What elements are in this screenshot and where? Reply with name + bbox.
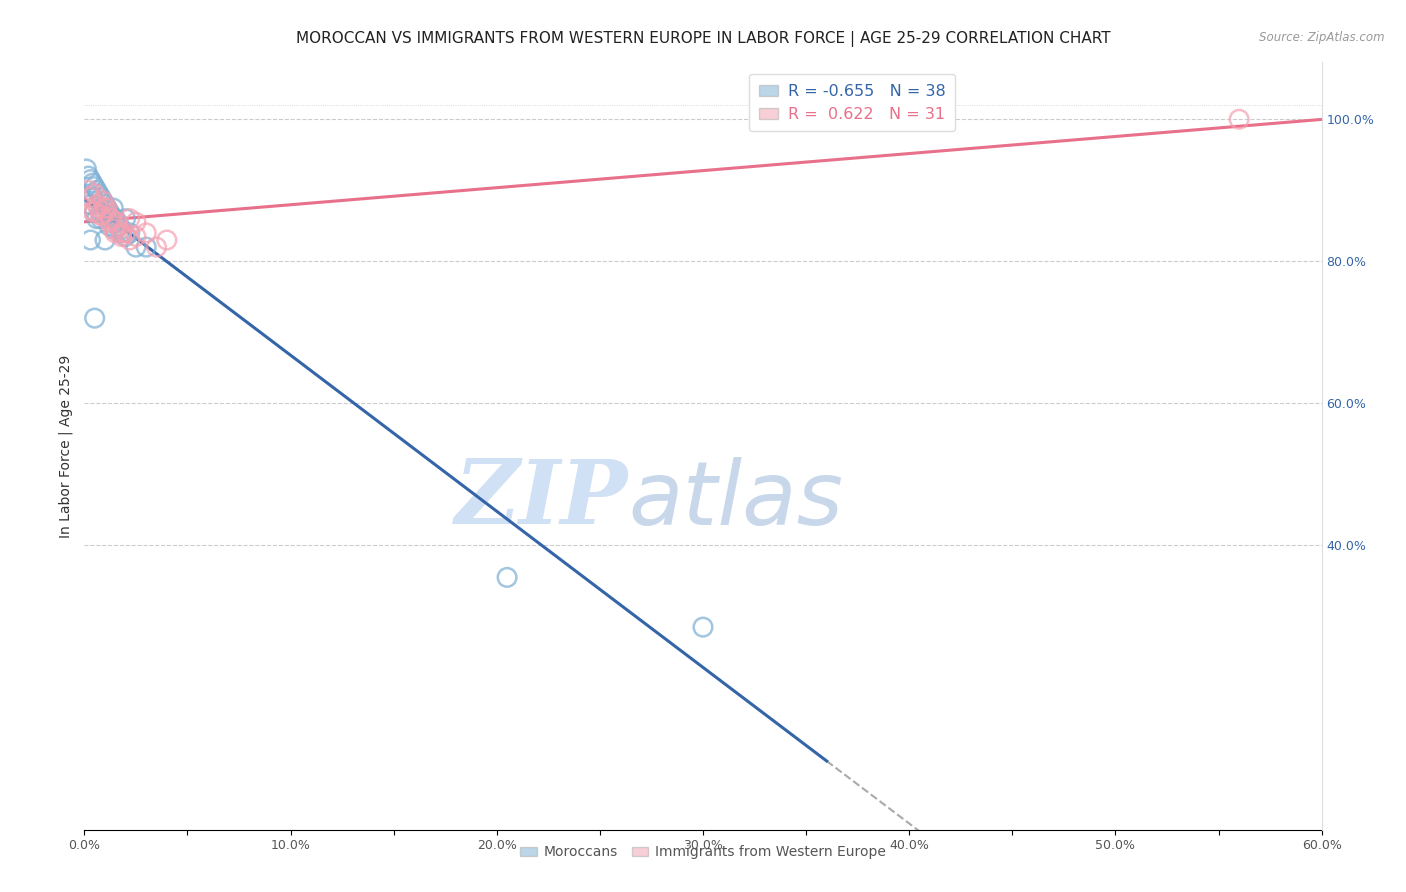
Point [104, 211, 127, 226]
Point [108, 219, 131, 233]
Point [110, 226, 132, 240]
Point [86, 197, 108, 211]
Point [90, 208, 112, 222]
Point [103, 222, 125, 236]
Point [90, 204, 112, 219]
Point [90, 211, 112, 226]
Point [79, 233, 101, 247]
Point [100, 208, 122, 222]
Point [104, 226, 127, 240]
Point [100, 211, 122, 226]
Point [94, 208, 117, 222]
Point [79, 172, 101, 186]
Point [83, 204, 105, 219]
Point [110, 226, 132, 240]
Point [82, 176, 104, 190]
Point [105, 215, 128, 229]
Point [125, 240, 148, 254]
Point [100, 211, 122, 226]
Point [79, 197, 101, 211]
Legend: Moroccans, Immigrants from Western Europe: Moroccans, Immigrants from Western Europ… [515, 839, 891, 865]
Point [135, 226, 157, 240]
Point [1227, 112, 1250, 127]
Point [125, 215, 148, 229]
Point [79, 190, 101, 204]
Point [105, 215, 128, 229]
Point [145, 240, 167, 254]
Point [692, 620, 714, 634]
Point [94, 201, 117, 215]
Point [104, 222, 127, 236]
Point [86, 211, 108, 226]
Point [82, 204, 104, 219]
Point [98, 204, 121, 219]
Point [118, 233, 141, 247]
Point [90, 208, 112, 222]
Point [87, 201, 110, 215]
Point [94, 233, 117, 247]
Point [114, 226, 136, 240]
Point [83, 204, 105, 219]
Point [96, 201, 118, 215]
Point [125, 229, 148, 244]
Point [91, 194, 114, 208]
Point [87, 186, 110, 201]
Point [83, 311, 105, 326]
Point [77, 169, 100, 183]
Point [83, 186, 105, 201]
Point [86, 183, 108, 197]
Point [90, 190, 112, 204]
Point [94, 197, 117, 211]
Point [114, 229, 136, 244]
Point [98, 215, 121, 229]
Point [114, 211, 136, 226]
Point [98, 219, 121, 233]
Text: atlas: atlas [628, 457, 844, 542]
Point [96, 201, 118, 215]
Text: Source: ZipAtlas.com: Source: ZipAtlas.com [1260, 31, 1385, 45]
Point [91, 194, 114, 208]
Point [77, 183, 100, 197]
Point [94, 204, 117, 219]
Point [82, 190, 104, 204]
Text: MOROCCAN VS IMMIGRANTS FROM WESTERN EUROPE IN LABOR FORCE | AGE 25-29 CORRELATIO: MOROCCAN VS IMMIGRANTS FROM WESTERN EURO… [295, 31, 1111, 47]
Point [75, 161, 97, 176]
Point [103, 201, 125, 215]
Point [105, 219, 128, 233]
Point [110, 229, 132, 244]
Point [83, 179, 105, 194]
Point [110, 222, 132, 236]
Text: ZIP: ZIP [456, 457, 628, 543]
Point [156, 233, 179, 247]
Point [135, 240, 157, 254]
Point [496, 570, 519, 584]
Y-axis label: In Labor Force | Age 25-29: In Labor Force | Age 25-29 [59, 354, 73, 538]
Point [118, 226, 141, 240]
Point [118, 211, 141, 226]
